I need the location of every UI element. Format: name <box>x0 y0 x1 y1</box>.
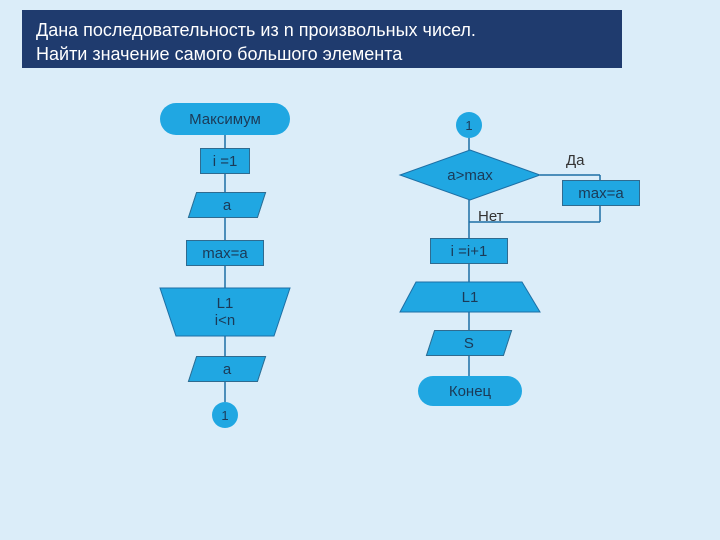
terminator-end-label: Конец <box>449 383 491 400</box>
connector-1-right-label: 1 <box>465 118 472 133</box>
process-max-equals-a-left: max=a <box>186 240 264 266</box>
label-yes: Да <box>566 152 585 169</box>
input-a-1-label: a <box>223 197 231 214</box>
process-i-equals-i-plus-1: i =i+1 <box>430 238 508 264</box>
flowchart-canvas: Дана последовательность из n произвольны… <box>0 0 720 540</box>
input-a-1: a <box>188 192 266 218</box>
terminator-start-label: Максимум <box>189 111 261 128</box>
output-s: S <box>426 330 512 356</box>
process-i-equals-1-label: i =1 <box>213 153 238 170</box>
terminator-end: Конец <box>418 376 522 406</box>
connector-1-left-label: 1 <box>221 408 228 423</box>
input-a-2-label: a <box>223 361 231 378</box>
connectors <box>0 0 720 540</box>
loop-l1-right: L1 <box>400 282 540 312</box>
label-no: Нет <box>478 208 504 225</box>
input-a-2: a <box>188 356 266 382</box>
loop-l1-left-label1: L1 <box>217 295 234 312</box>
connector-1-right: 1 <box>456 112 482 138</box>
process-i-equals-1: i =1 <box>200 148 250 174</box>
terminator-start: Максимум <box>160 103 290 135</box>
process-max-equals-a-right-label: max=a <box>578 185 623 202</box>
connector-1-left: 1 <box>212 402 238 428</box>
title-line2: Найти значение самого большого элемента <box>36 44 402 64</box>
decision-a-gt-max-label: a>max <box>447 167 492 184</box>
decision-a-gt-max: a>max <box>400 150 540 200</box>
loop-l1-left: L1 i<n <box>160 288 290 336</box>
process-i-equals-i-plus-1-label: i =i+1 <box>451 243 488 260</box>
loop-l1-right-label: L1 <box>462 289 479 306</box>
process-max-equals-a-right: max=a <box>562 180 640 206</box>
title-line1: Дана последовательность из n произвольны… <box>36 20 476 40</box>
title-bar: Дана последовательность из n произвольны… <box>22 10 622 68</box>
loop-l1-left-label2: i<n <box>215 312 235 329</box>
process-max-equals-a-left-label: max=a <box>202 245 247 262</box>
output-s-label: S <box>464 335 474 352</box>
